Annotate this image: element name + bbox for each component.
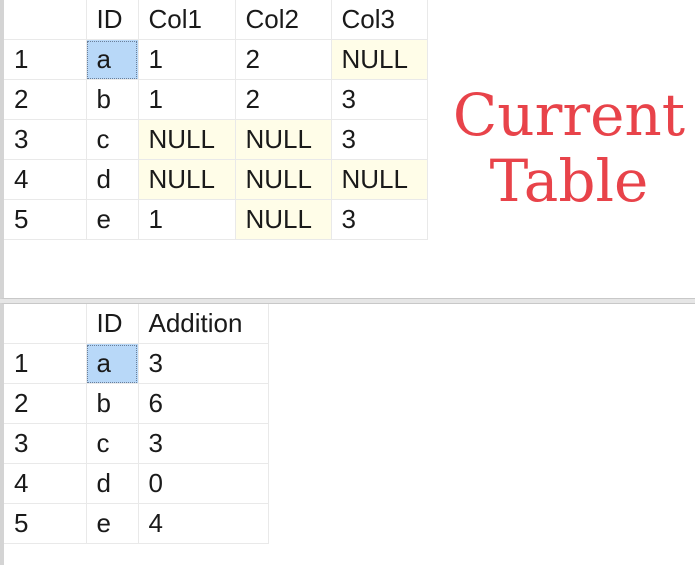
table-row: 5 e 4 — [4, 503, 269, 544]
table-row: 1 a 3 — [4, 343, 269, 384]
row-number[interactable]: 1 — [4, 39, 87, 80]
expected-results-grid: ID Addition 1 a 3 2 b 6 3 c 3 4 d — [4, 304, 269, 544]
cell-addition[interactable]: 3 — [138, 423, 269, 464]
row-number[interactable]: 3 — [4, 119, 87, 160]
cell-id[interactable]: b — [86, 383, 139, 424]
pane-splitter[interactable] — [0, 299, 695, 303]
row-number[interactable]: 2 — [4, 79, 87, 120]
cell-col3[interactable]: 3 — [331, 199, 428, 240]
row-number-header[interactable] — [4, 304, 87, 344]
cell-col1[interactable]: NULL — [138, 159, 236, 200]
column-header-col3[interactable]: Col3 — [331, 0, 428, 40]
cell-col2[interactable]: NULL — [235, 159, 332, 200]
cell-col2[interactable]: 2 — [235, 39, 332, 80]
cell-addition[interactable]: 0 — [138, 463, 269, 504]
cell-id[interactable]: e — [86, 199, 139, 240]
cell-col2[interactable]: 2 — [235, 79, 332, 120]
header-row: ID Addition — [4, 304, 269, 344]
cell-id[interactable]: c — [86, 423, 139, 464]
table-row: 3 c 3 — [4, 423, 269, 464]
cell-col1[interactable]: 1 — [138, 79, 236, 120]
results-pane-current: ID Col1 Col2 Col3 1 a 1 2 NULL 2 b 1 2 3 — [0, 0, 695, 299]
cell-id[interactable]: c — [86, 119, 139, 160]
table-row: 4 d 0 — [4, 463, 269, 504]
table-row: 2 b 1 2 3 — [4, 79, 428, 120]
row-number[interactable]: 2 — [4, 383, 87, 424]
cell-id[interactable]: d — [86, 463, 139, 504]
current-table-grid: ID Col1 Col2 Col3 1 a 1 2 NULL 2 b 1 2 3 — [4, 0, 428, 240]
cell-col1[interactable]: 1 — [138, 39, 236, 80]
table-row: 1 a 1 2 NULL — [4, 39, 428, 80]
column-header-id[interactable]: ID — [86, 0, 139, 40]
table-row: 3 c NULL NULL 3 — [4, 119, 428, 160]
cell-col3[interactable]: 3 — [331, 79, 428, 120]
cell-col1[interactable]: 1 — [138, 199, 236, 240]
header-row: ID Col1 Col2 Col3 — [4, 0, 428, 40]
table-row: 4 d NULL NULL NULL — [4, 159, 428, 200]
row-number[interactable]: 5 — [4, 503, 87, 544]
cell-id[interactable]: e — [86, 503, 139, 544]
cell-id[interactable]: d — [86, 159, 139, 200]
cell-addition[interactable]: 6 — [138, 383, 269, 424]
row-number[interactable]: 5 — [4, 199, 87, 240]
table-row: 5 e 1 NULL 3 — [4, 199, 428, 240]
cell-id[interactable]: a — [86, 39, 139, 80]
cell-col2[interactable]: NULL — [235, 199, 332, 240]
cell-col3[interactable]: 3 — [331, 119, 428, 160]
column-header-col1[interactable]: Col1 — [138, 0, 236, 40]
cell-col3[interactable]: NULL — [331, 39, 428, 80]
row-number[interactable]: 3 — [4, 423, 87, 464]
cell-id[interactable]: b — [86, 79, 139, 120]
caption-line: Table — [489, 147, 649, 215]
caption-line: Current — [452, 81, 686, 149]
results-pane-expected: ID Addition 1 a 3 2 b 6 3 c 3 4 d — [0, 303, 695, 565]
cell-id[interactable]: a — [86, 343, 139, 384]
row-number[interactable]: 4 — [4, 159, 87, 200]
column-header-addition[interactable]: Addition — [138, 304, 269, 344]
cell-addition[interactable]: 3 — [138, 343, 269, 384]
row-number[interactable]: 1 — [4, 343, 87, 384]
table-row: 2 b 6 — [4, 383, 269, 424]
column-header-col2[interactable]: Col2 — [235, 0, 332, 40]
row-number-header[interactable] — [4, 0, 87, 40]
cell-addition[interactable]: 4 — [138, 503, 269, 544]
column-header-id[interactable]: ID — [86, 304, 139, 344]
current-table-caption: Current Table — [444, 82, 694, 214]
cell-col2[interactable]: NULL — [235, 119, 332, 160]
row-number[interactable]: 4 — [4, 463, 87, 504]
cell-col3[interactable]: NULL — [331, 159, 428, 200]
cell-col1[interactable]: NULL — [138, 119, 236, 160]
